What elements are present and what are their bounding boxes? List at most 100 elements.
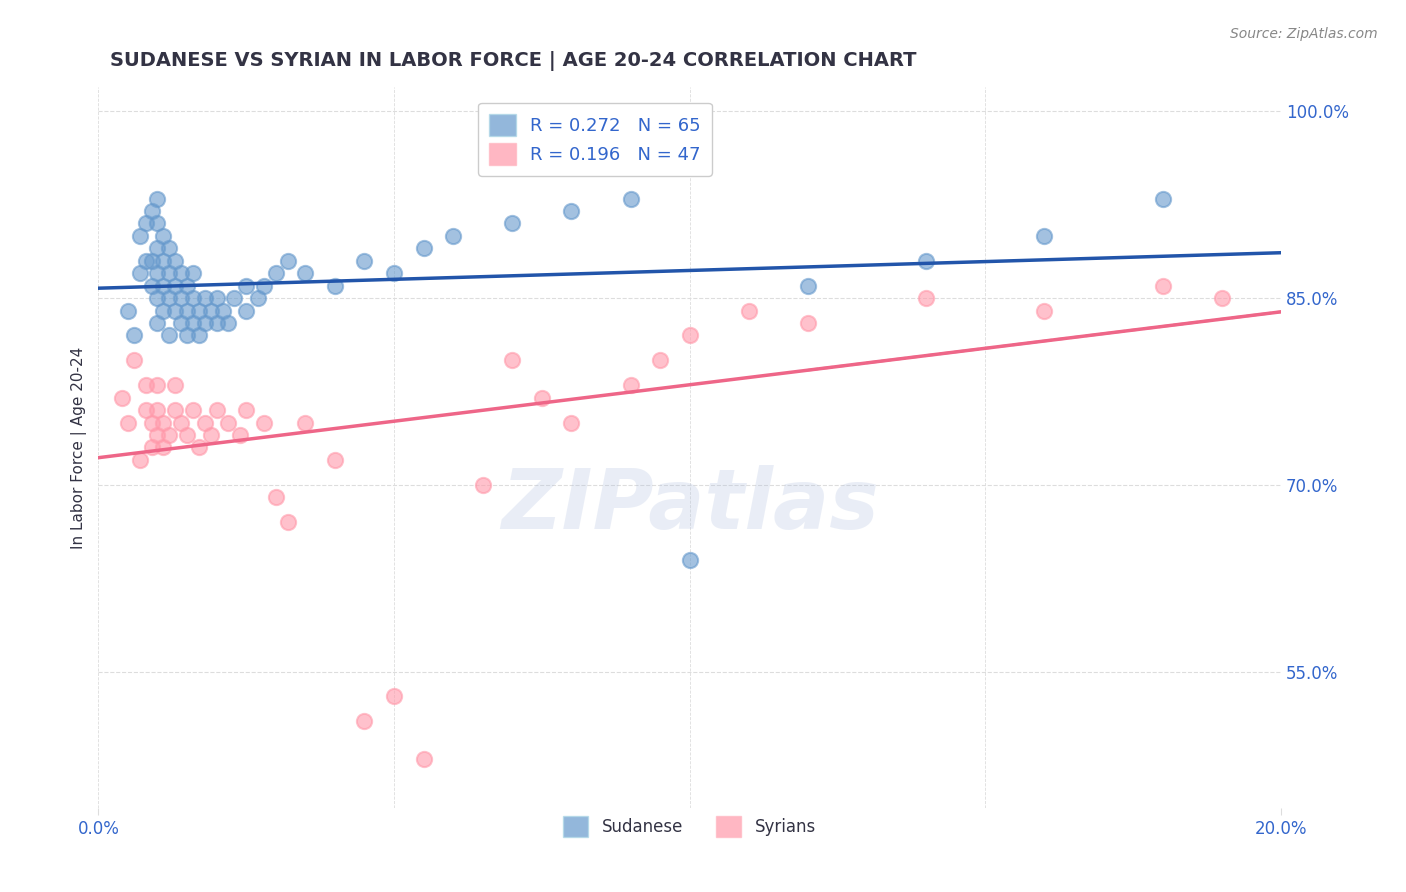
Point [157, 328, 180, 343]
Point [141, 253, 163, 268]
Point [264, 490, 287, 504]
Point [146, 316, 169, 330]
Point [353, 714, 375, 729]
Point [170, 291, 193, 305]
Point [181, 316, 204, 330]
Point [146, 291, 169, 305]
Point [560, 204, 582, 219]
Point [181, 266, 204, 280]
Point [152, 416, 174, 430]
Point [165, 303, 187, 318]
Point [253, 416, 276, 430]
Point [152, 253, 174, 268]
Point [247, 291, 270, 305]
Point [382, 690, 405, 704]
Point [1152, 278, 1174, 293]
Point [679, 328, 702, 343]
Point [323, 453, 346, 467]
Point [277, 515, 299, 529]
Point [122, 353, 145, 368]
Point [152, 278, 174, 293]
Point [146, 403, 169, 417]
Point [294, 266, 316, 280]
Point [229, 428, 252, 442]
Point [176, 303, 198, 318]
Point [205, 291, 228, 305]
Point [353, 253, 375, 268]
Point [412, 241, 434, 255]
Point [224, 291, 246, 305]
Point [211, 303, 233, 318]
Point [205, 316, 228, 330]
Point [194, 291, 217, 305]
Point [187, 303, 209, 318]
Point [217, 316, 239, 330]
Point [679, 552, 702, 566]
Point [797, 316, 820, 330]
Point [128, 266, 150, 280]
Point [412, 752, 434, 766]
Point [1211, 291, 1233, 305]
Point [135, 378, 157, 392]
Point [122, 328, 145, 343]
Point [141, 204, 163, 219]
Point [194, 416, 217, 430]
Point [111, 391, 134, 405]
Legend: Sudanese, Syrians: Sudanese, Syrians [557, 810, 823, 844]
Point [200, 303, 222, 318]
Point [157, 266, 180, 280]
Point [170, 266, 193, 280]
Point [141, 278, 163, 293]
Text: SUDANESE VS SYRIAN IN LABOR FORCE | AGE 20-24 CORRELATION CHART: SUDANESE VS SYRIAN IN LABOR FORCE | AGE … [110, 51, 917, 70]
Point [915, 291, 938, 305]
Point [264, 266, 287, 280]
Point [1033, 303, 1056, 318]
Point [738, 303, 761, 318]
Point [176, 428, 198, 442]
Point [501, 353, 523, 368]
Point [560, 416, 582, 430]
Point [253, 278, 276, 293]
Text: ZIPatlas: ZIPatlas [501, 465, 879, 546]
Point [194, 316, 217, 330]
Point [165, 278, 187, 293]
Point [146, 378, 169, 392]
Point [152, 303, 174, 318]
Point [176, 278, 198, 293]
Point [187, 328, 209, 343]
Point [176, 328, 198, 343]
Point [152, 441, 174, 455]
Point [235, 403, 257, 417]
Point [165, 253, 187, 268]
Point [146, 428, 169, 442]
Point [181, 291, 204, 305]
Point [157, 291, 180, 305]
Point [235, 303, 257, 318]
Point [157, 428, 180, 442]
Text: Source: ZipAtlas.com: Source: ZipAtlas.com [1230, 27, 1378, 41]
Point [441, 228, 464, 243]
Point [135, 253, 157, 268]
Point [619, 192, 641, 206]
Point [152, 228, 174, 243]
Point [128, 228, 150, 243]
Point [146, 241, 169, 255]
Point [1152, 192, 1174, 206]
Point [117, 416, 139, 430]
Point [277, 253, 299, 268]
Point [235, 278, 257, 293]
Point [170, 316, 193, 330]
Point [797, 278, 820, 293]
Point [648, 353, 671, 368]
Point [187, 441, 209, 455]
Point [1033, 228, 1056, 243]
Y-axis label: In Labor Force | Age 20-24: In Labor Force | Age 20-24 [72, 346, 87, 549]
Point [135, 403, 157, 417]
Point [146, 216, 169, 230]
Point [530, 391, 553, 405]
Point [915, 253, 938, 268]
Point [135, 216, 157, 230]
Point [170, 416, 193, 430]
Point [217, 416, 239, 430]
Point [117, 303, 139, 318]
